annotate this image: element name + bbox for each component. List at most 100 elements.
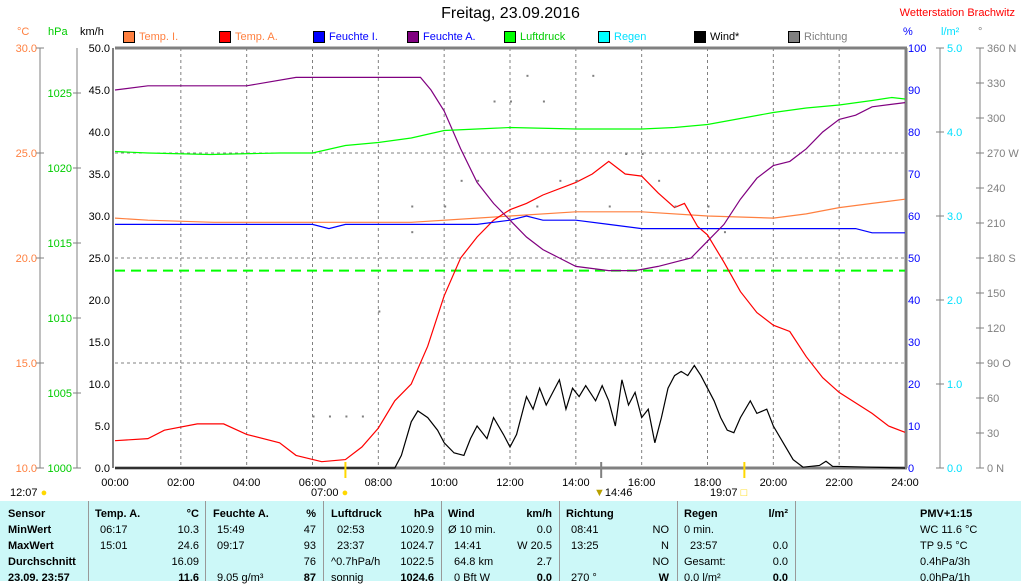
direction-point — [477, 179, 480, 182]
direction-point — [411, 205, 414, 208]
deg-tick-label: 150 — [987, 288, 1005, 300]
pct-tick-label: 50 — [908, 253, 920, 265]
rain-tick-label: 0.0 — [947, 463, 962, 475]
direction-point — [361, 415, 364, 418]
deg-tick-label: 120 — [987, 323, 1005, 335]
col-divider — [441, 501, 442, 581]
x-tick-label: 20:00 — [760, 477, 788, 489]
x-tick-label: 12:00 — [496, 477, 524, 489]
legend-label: Richtung — [804, 31, 848, 43]
sunset-icon: □ — [740, 487, 748, 499]
direction-point — [641, 153, 644, 155]
direction-point — [510, 100, 512, 103]
row-label: 23.09. 23:57 — [8, 572, 70, 584]
rain-value: 0.0 — [772, 572, 788, 584]
header-wind-unit: km/h — [526, 508, 552, 520]
direction-point — [575, 179, 578, 182]
sunrise: 07:00 ● — [311, 487, 348, 499]
series-line-1 — [114, 160, 906, 463]
pct-tick-label: 30 — [908, 337, 920, 349]
legend-swatch — [313, 31, 325, 43]
press-time: ^0.7hPa/h — [331, 556, 381, 568]
hum-value: 93 — [303, 540, 316, 552]
rain-tick-label: 4.0 — [947, 127, 962, 139]
col-divider — [323, 501, 324, 581]
header-hum-unit: % — [306, 508, 316, 520]
dir-value: N — [661, 540, 669, 552]
direction-point — [707, 205, 710, 208]
col-divider — [205, 501, 206, 581]
series-line-5 — [115, 364, 906, 469]
legend-swatch — [504, 31, 516, 43]
pct-tick-label: 90 — [908, 85, 920, 97]
deg-tick-label: 30 — [987, 428, 999, 440]
dir-value: NO — [652, 556, 670, 568]
dir-time: 13:25 — [571, 540, 599, 552]
kmh-tick-label: 5.0 — [95, 421, 110, 433]
header-wind: Wind — [448, 508, 475, 520]
extra-value: WC 11.6 °C — [920, 524, 978, 536]
hpa-tick-label: 1015 — [48, 238, 72, 250]
kmh-tick-label: 0.0 — [95, 463, 110, 475]
header-rain-unit: l/m² — [768, 508, 788, 520]
x-tick-label: 24:00 — [891, 477, 919, 489]
pct-tick-label: 0 — [908, 463, 914, 475]
weather-chart: 10.015.020.025.030.010001005101010151020… — [16, 43, 1020, 489]
header-dir: Richtung — [566, 508, 614, 520]
direction-point — [312, 415, 315, 418]
hum-time: 9.05 g/m³ — [217, 572, 264, 584]
wind-max-time: 14:46 — [604, 487, 633, 499]
extra-value: 0.4hPa/3h — [920, 556, 971, 568]
chart-title: Freitag, 23.09.2016 — [441, 5, 580, 22]
legend-swatch — [407, 31, 419, 43]
statistics-table: Sensor Temp. A. °C Feuchte A.% Luftdruck hPa W… — [0, 501, 1021, 584]
temp-value: 11.6 — [178, 572, 199, 584]
direction-point — [411, 231, 414, 234]
wind-label: 14:41 — [454, 540, 482, 552]
header-press-unit: hPa — [413, 508, 434, 520]
kmh-tick-label: 10.0 — [89, 379, 110, 391]
header-temp: Temp. A. — [95, 508, 141, 520]
series-line-2 — [115, 215, 905, 234]
deg-tick-label: 360 N — [987, 43, 1016, 55]
hpa-tick-label: 1000 — [48, 463, 72, 475]
col-divider — [795, 501, 796, 581]
deg-tick-label: 90 O — [987, 358, 1011, 370]
sunset: 19:07 □ — [710, 487, 747, 499]
pct-tick-label: 20 — [908, 379, 920, 391]
kmh-tick-label: 15.0 — [89, 337, 110, 349]
wind-arrow-icon: ▼ — [594, 487, 605, 499]
hpa-tick-label: 1025 — [48, 88, 72, 100]
series-line-4 — [114, 96, 906, 156]
extra-value: 0.0hPa/1h — [920, 572, 971, 584]
sunset-label: 19:07 — [710, 487, 738, 499]
rain-tick-label: 3.0 — [947, 211, 962, 223]
direction-point — [625, 153, 628, 155]
wind-label: 64.8 km — [454, 556, 494, 568]
deg-tick-label: 330 — [987, 78, 1005, 90]
sunrise-label: 07:00 — [311, 487, 339, 499]
legend-swatch — [788, 31, 800, 43]
unit-pct: % — [903, 26, 913, 38]
direction-point — [378, 310, 381, 313]
kmh-tick-label: 25.0 — [89, 253, 110, 265]
unit-hpa: hPa — [48, 26, 68, 38]
press-value: 1020.9 — [400, 524, 434, 536]
direction-point — [674, 205, 677, 208]
legend-label: Temp. A. — [235, 31, 278, 43]
rain-tick-label: 5.0 — [947, 43, 962, 55]
legend-swatch — [598, 31, 610, 43]
header-pmv: PMV+1:15 — [920, 508, 973, 520]
legend-swatch — [219, 31, 231, 43]
pct-tick-label: 80 — [908, 127, 920, 139]
wind-value: 0.0 — [536, 572, 552, 584]
rain-label: 0.0 l/m² — [684, 572, 721, 584]
x-tick-label: 08:00 — [365, 477, 393, 489]
rain-tick-label: 2.0 — [947, 295, 962, 307]
direction-point — [526, 74, 529, 77]
wind-value: 2.7 — [536, 556, 552, 568]
deg-tick-label: 240 — [987, 183, 1005, 195]
row-label: MaxWert — [8, 540, 54, 552]
unit-deg: ° — [978, 26, 983, 38]
legend-item: Wind* — [694, 31, 739, 43]
